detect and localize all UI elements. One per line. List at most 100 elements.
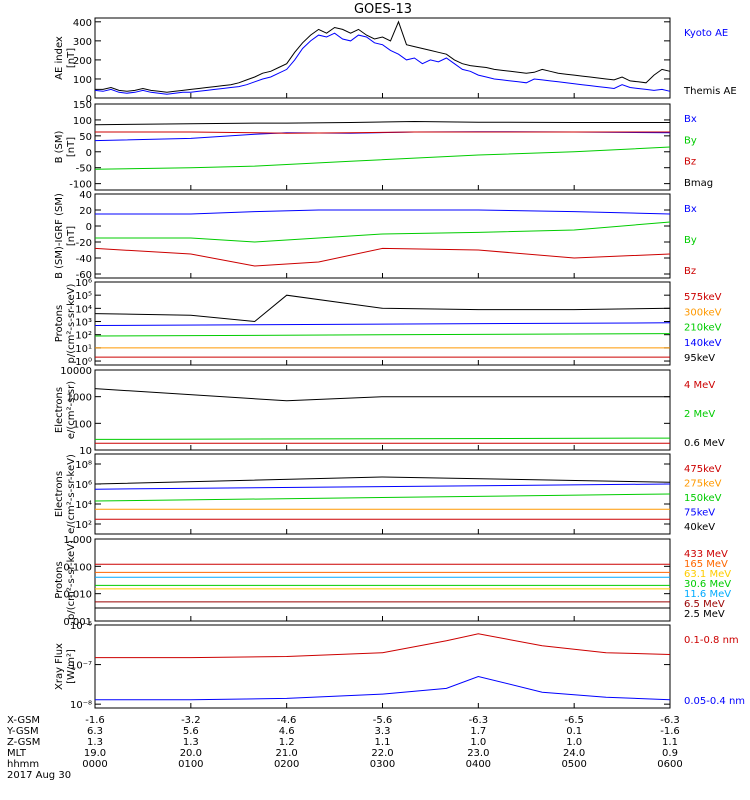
y-tick-label: 0	[86, 94, 92, 105]
x-axis-value: -4.6	[277, 715, 297, 726]
x-axis-value: 20.0	[180, 748, 202, 759]
legend-entry: 150keV	[684, 493, 722, 504]
y-tick-label: 10²	[75, 331, 92, 342]
series-line-2-mev	[94, 437, 671, 440]
legend-entry: 2.5 MeV	[684, 609, 725, 620]
y-tick-label: -50	[76, 164, 92, 175]
x-axis-value: 1.1	[662, 737, 678, 748]
legend-entry: 95keV	[684, 353, 715, 364]
y-tick-label: -20	[76, 238, 92, 249]
y-tick-label: 200	[73, 56, 92, 67]
series-line-0-05-0-4-nm	[95, 675, 671, 701]
series-line-140kev	[94, 322, 671, 326]
y-tick-label: 10⁵	[75, 291, 92, 302]
x-axis-value: -6.3	[469, 715, 489, 726]
panel-frame	[94, 453, 671, 535]
y-axis-label: B (SM)	[54, 130, 65, 163]
y-tick-label: 300	[73, 37, 92, 48]
y-tick-label: 10⁶	[75, 278, 92, 289]
legend-entry: 4 MeV	[684, 380, 715, 391]
y-tick-label: 10²	[75, 520, 92, 531]
x-axis-value: 0100	[178, 759, 203, 770]
date-label: 2017 Aug 30	[7, 770, 71, 781]
y-tick-label: 10⁴	[75, 304, 92, 315]
x-axis-value: 0.9	[662, 748, 678, 759]
x-axis-value: 3.3	[375, 726, 391, 737]
x-axis-value: 1.0	[470, 737, 486, 748]
y-axis-label: Xray Flux	[54, 643, 65, 690]
x-axis-value: -6.3	[660, 715, 680, 726]
panel-frame	[94, 103, 671, 191]
legend-entry: 433 MeV	[684, 549, 728, 560]
x-axis-value: 19.0	[84, 748, 106, 759]
panel-b_minus_igrf: -60 -40 -20 0 20 40 B (SM)-IGRF (SM) [nT] Bx By Bz	[54, 190, 697, 281]
x-axis-row-label: Z-GSM	[7, 737, 40, 748]
legend-entry: 63.1 MeV	[684, 569, 731, 580]
x-axis-table: X-GSM -1.6 -3.2 -4.6 -5.6 -6.3 -6.5 -6.3 Y-GSM 6.…	[6, 715, 683, 781]
series-line-210kev	[94, 333, 671, 337]
series-line-40kev	[94, 476, 671, 485]
series-line-150kev	[94, 493, 671, 502]
x-axis-value: 0200	[274, 759, 299, 770]
y-tick-label: 0.001	[63, 617, 92, 628]
y-tick-label: 40	[79, 190, 92, 201]
y-axis-label: [nT]	[66, 48, 77, 68]
series-line-kyoto-ae	[94, 32, 671, 95]
y-tick-label: 0.100	[63, 562, 92, 573]
series-line-bx	[94, 131, 671, 142]
y-axis-label: Protons	[54, 561, 65, 598]
y-axis-label: e/(cm²-s-sr-keV)	[66, 454, 77, 534]
y-tick-label: -100	[69, 180, 92, 191]
y-tick-label: 10⁻⁶	[70, 621, 92, 632]
y-axis-label: [nT]	[66, 226, 77, 246]
y-tick-label: 150	[73, 100, 92, 111]
series-line-themis-ae	[95, 20, 671, 93]
y-tick-label: -40	[76, 254, 92, 265]
y-axis-label: AE index	[54, 36, 65, 80]
legend-entry: 275keV	[684, 479, 722, 490]
panel-electrons_high: 10 100 1000 10000 Electrons e/(cm²-s-sr) 4 MeV…	[54, 366, 725, 457]
y-tick-label: 10000	[60, 366, 92, 377]
x-axis-value: -1.6	[660, 726, 680, 737]
x-axis-value: 0600	[657, 759, 682, 770]
series-line-bz	[94, 247, 671, 267]
legend-entry: Bmag	[684, 178, 713, 189]
x-axis-value: -3.2	[181, 715, 201, 726]
x-axis-value: 0500	[561, 759, 586, 770]
x-axis-value: 1.7	[470, 726, 486, 737]
series-line-0-1-0-8-nm	[95, 633, 671, 659]
x-axis-value: 23.0	[467, 748, 489, 759]
panel-electrons_low: 10² 10⁴ 10⁶ 10⁸ Electrons e/(cm²-s-sr-keV) 475…	[54, 453, 722, 535]
x-axis-row-label: MLT	[7, 748, 27, 759]
y-axis-label: Electrons	[54, 387, 65, 433]
y-tick-label: 100	[73, 75, 92, 86]
x-axis-value: 0.1	[566, 726, 582, 737]
y-tick-label: 20	[79, 206, 92, 217]
y-axis-label: p/(cm²-s-sr-keV)	[66, 540, 77, 620]
legend-entry: By	[684, 135, 697, 146]
y-tick-label: 100	[73, 116, 92, 127]
y-tick-label: 50	[79, 132, 92, 143]
y-tick-label: 1000	[67, 393, 92, 404]
series-line-by	[95, 221, 671, 243]
x-axis-value: 1.3	[183, 737, 199, 748]
y-tick-label: 0	[86, 148, 92, 159]
legend-entry: Bz	[684, 266, 696, 277]
panel-protons_high: 0.001 0.010 0.100 1.000 Protons p/(cm²-s-sr-k…	[54, 535, 731, 628]
x-axis-row-label: hhmm	[7, 759, 39, 770]
y-tick-label: 10⁴	[75, 500, 92, 511]
y-tick-label: 10	[79, 446, 92, 457]
panel-frame	[94, 193, 671, 279]
y-tick-label: 400	[73, 18, 92, 29]
y-tick-label: 100	[73, 419, 92, 430]
series-line-bx	[95, 209, 671, 215]
y-axis-label: [nT]	[66, 137, 77, 157]
panel-ae_index: 0 100 200 300 400 AE index [nT] Kyoto AE Themis …	[54, 17, 737, 105]
series-line-bmag	[94, 120, 670, 126]
x-axis-value: -6.5	[564, 715, 584, 726]
series-line-by	[94, 146, 671, 170]
legend-entry: Kyoto AE	[684, 28, 728, 39]
y-tick-label: 1.000	[63, 535, 92, 546]
x-axis-value: 5.6	[183, 726, 199, 737]
